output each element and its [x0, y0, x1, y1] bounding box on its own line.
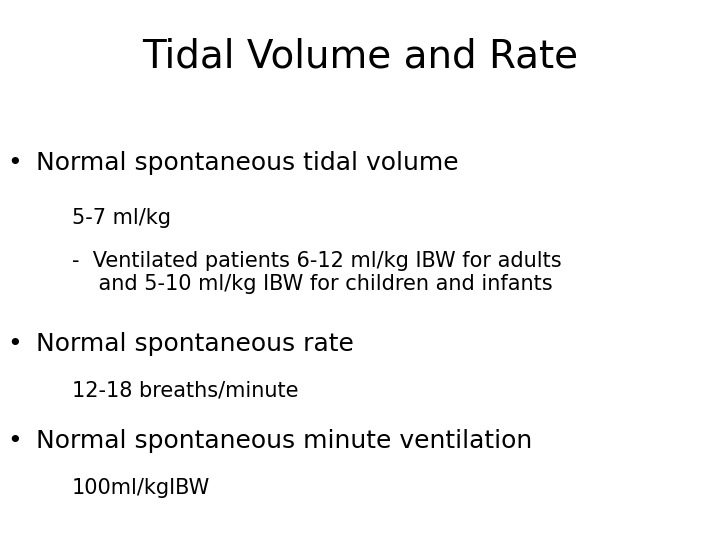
Text: •: •	[7, 332, 22, 356]
Text: 100ml/kgIBW: 100ml/kgIBW	[72, 478, 210, 498]
Text: Normal spontaneous tidal volume: Normal spontaneous tidal volume	[36, 151, 459, 175]
Text: •: •	[7, 429, 22, 453]
Text: Normal spontaneous rate: Normal spontaneous rate	[36, 332, 354, 356]
Text: •: •	[7, 151, 22, 175]
Text: -  Ventilated patients 6-12 ml/kg IBW for adults
    and 5-10 ml/kg IBW for chil: - Ventilated patients 6-12 ml/kg IBW for…	[72, 251, 562, 294]
Text: 12-18 breaths/minute: 12-18 breaths/minute	[72, 381, 299, 401]
Text: 5-7 ml/kg: 5-7 ml/kg	[72, 208, 171, 228]
Text: Normal spontaneous minute ventilation: Normal spontaneous minute ventilation	[36, 429, 532, 453]
Text: Tidal Volume and Rate: Tidal Volume and Rate	[142, 38, 578, 76]
